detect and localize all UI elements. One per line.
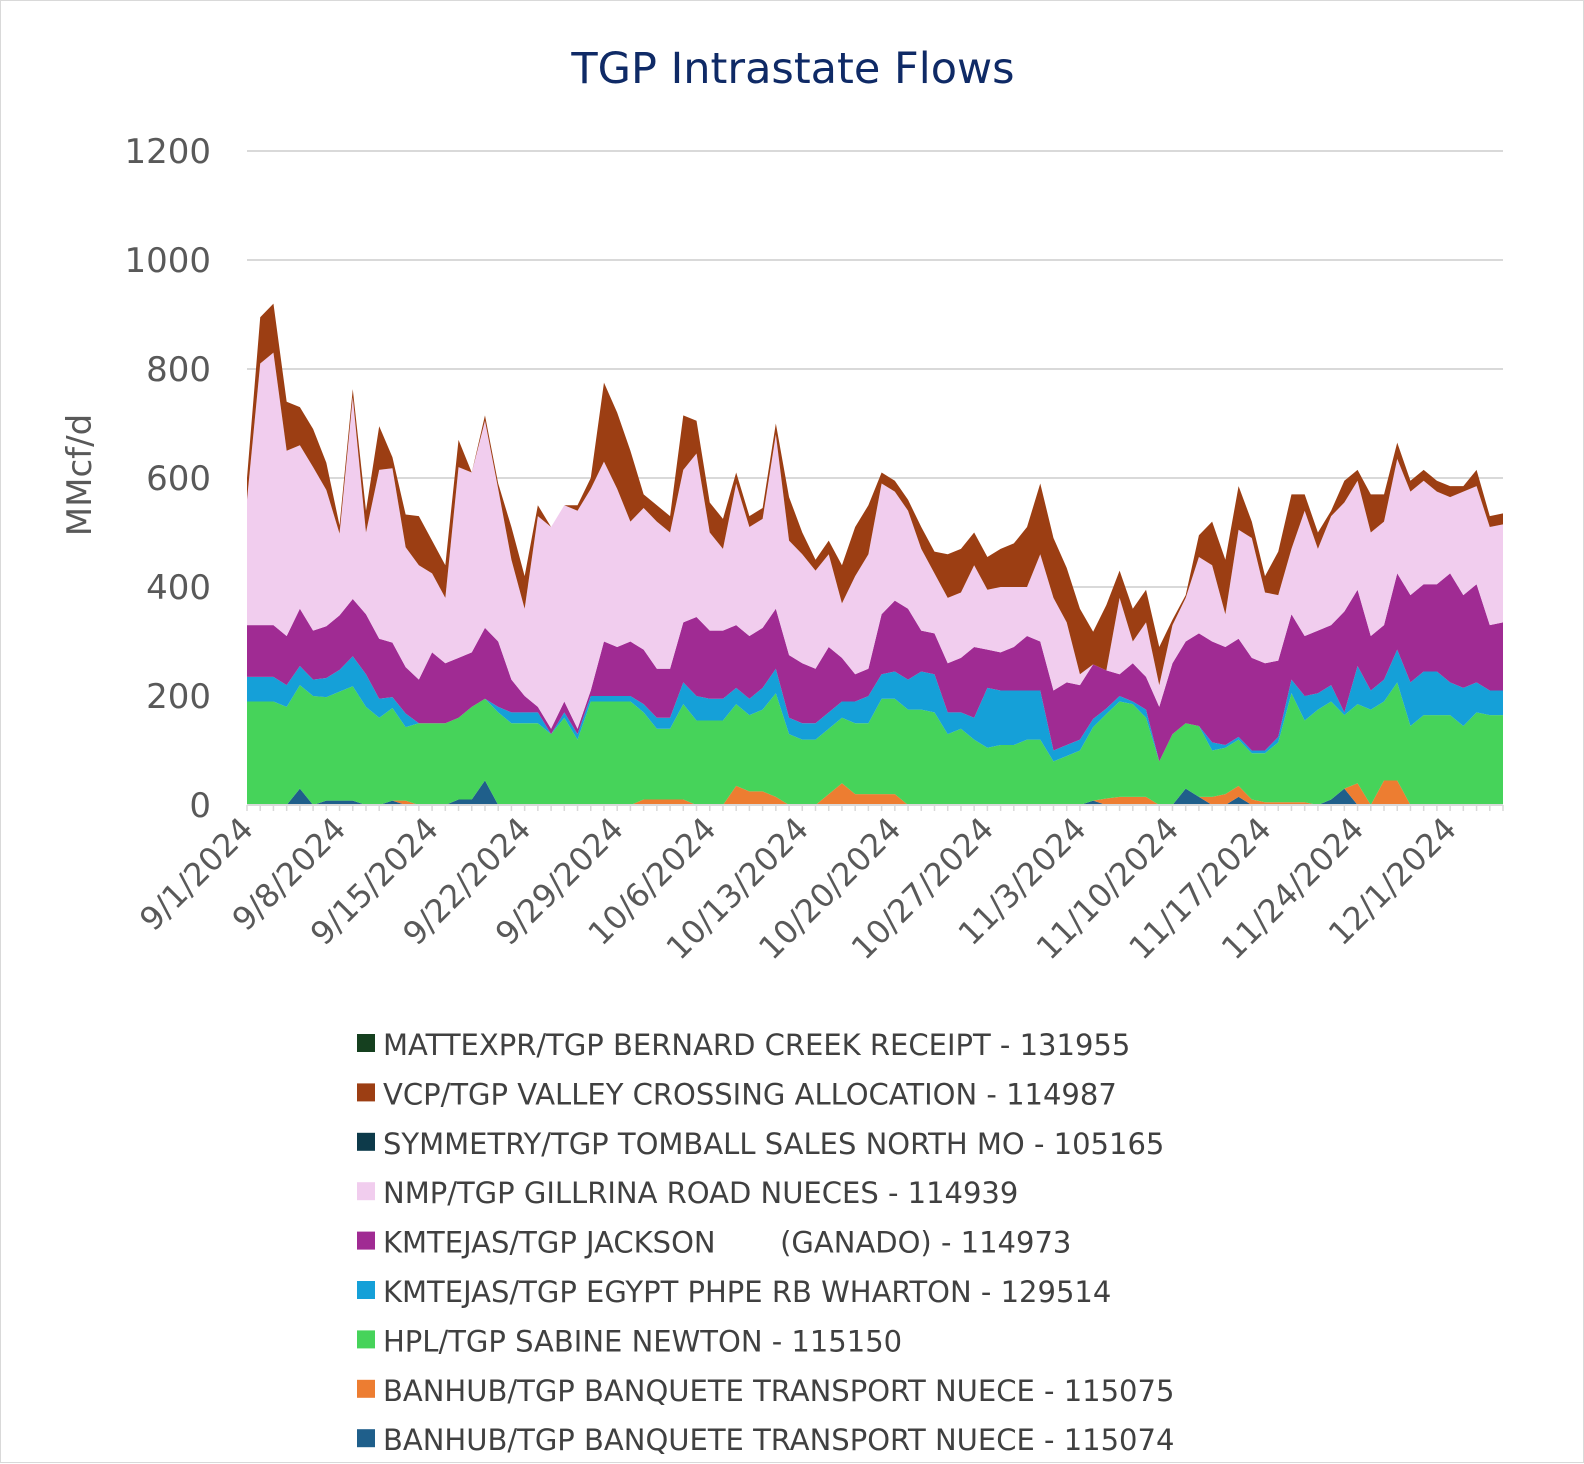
legend-label: BANHUB/TGP BANQUETE TRANSPORT NUECE - 11…	[383, 1374, 1174, 1408]
chart-title: TGP Intrastate Flows	[570, 44, 1014, 94]
legend-swatch	[357, 1330, 375, 1349]
legend-swatch	[357, 1429, 375, 1448]
legend-label: HPL/TGP SABINE NEWTON - 115150	[383, 1324, 902, 1358]
y-tick-label: 200	[146, 677, 211, 717]
y-tick-label: 400	[146, 568, 211, 608]
legend-label: KMTEJAS/TGP JACKSON (GANADO) - 114973	[383, 1226, 1071, 1260]
x-axis-ticks: 9/1/20249/8/20249/15/20249/22/20249/29/2…	[132, 805, 1504, 967]
legend-swatch	[357, 1034, 375, 1052]
series-area-4	[247, 649, 1503, 762]
legend-swatch	[357, 1379, 375, 1398]
y-tick-label: 600	[146, 459, 211, 499]
y-tick-label: 1000	[124, 241, 211, 281]
series-area-5	[247, 573, 1503, 762]
legend-label: NMP/TGP GILLRINA ROAD NUECES - 114939	[383, 1176, 1018, 1210]
legend: MATTEXPR/TGP BERNARD CREEK RECEIPT - 131…	[357, 1028, 1174, 1457]
series-area-3	[247, 682, 1503, 805]
series-area-2	[247, 780, 1503, 805]
legend-label: MATTEXPR/TGP BERNARD CREEK RECEIPT - 131…	[383, 1028, 1130, 1062]
legend-label: VCP/TGP VALLEY CROSSING ALLOCATION - 114…	[383, 1077, 1117, 1111]
legend-label: KMTEJAS/TGP EGYPT PHPE RB WHARTON - 1295…	[383, 1275, 1111, 1309]
legend-swatch	[357, 1182, 375, 1201]
series-area-6	[247, 352, 1503, 729]
y-axis-ticks: 0 200 400 600 800 1000 1200	[124, 132, 211, 826]
legend-swatch	[357, 1083, 375, 1102]
legend-swatch	[357, 1281, 375, 1299]
series-area-8	[247, 303, 1503, 686]
y-axis-label: MMcf/d	[60, 414, 100, 536]
legend-label: SYMMETRY/TGP TOMBALL SALES NORTH MO - 10…	[383, 1127, 1164, 1161]
y-tick-label: 800	[146, 350, 211, 390]
plot-area	[247, 303, 1503, 806]
legend-swatch	[357, 1231, 375, 1250]
y-tick-label: 0	[189, 786, 211, 826]
y-tick-label: 1200	[124, 132, 211, 172]
series-area-1	[247, 780, 1503, 805]
legend-label: BANHUB/TGP BANQUETE TRANSPORT NUECE - 11…	[383, 1423, 1174, 1457]
legend-swatch	[357, 1132, 375, 1151]
